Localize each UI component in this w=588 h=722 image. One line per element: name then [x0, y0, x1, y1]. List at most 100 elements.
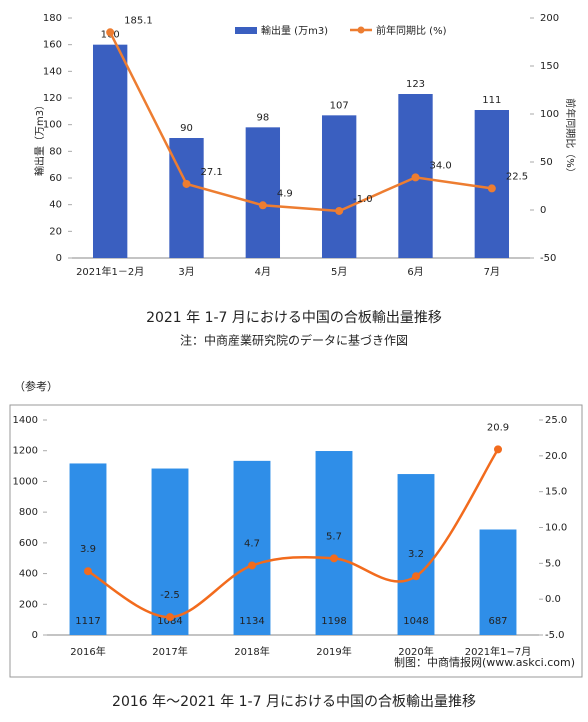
x-tick-label: 2016年 — [70, 645, 105, 658]
x-tick-label: 2018年 — [234, 645, 269, 658]
bar-label: 111 — [482, 95, 501, 106]
line-point — [411, 173, 420, 182]
y-tick-label: 100 — [43, 120, 62, 131]
point-label: 27.1 — [201, 167, 223, 178]
legend-swatch — [235, 27, 257, 34]
line-point — [494, 445, 502, 454]
y-tick-label: 20 — [49, 226, 62, 237]
bar — [245, 127, 281, 258]
point-label: 3.2 — [408, 549, 424, 560]
bar-label: 687 — [488, 616, 507, 627]
y2-tick-label: -5.0 — [545, 630, 565, 641]
caption: 2021 年 1-7 月における中国の合板輸出量推移 — [146, 310, 442, 326]
y2-tick-label: 200 — [540, 13, 559, 24]
y-tick-label: 120 — [43, 93, 62, 104]
bar — [315, 451, 353, 635]
bar — [479, 529, 517, 635]
point-label: 34.0 — [430, 160, 452, 171]
y-axis-label: 輸出量（万m3） — [33, 100, 46, 176]
x-tick-label: 4月 — [255, 266, 271, 278]
y-tick-label: 400 — [19, 569, 38, 580]
y-tick-label: 40 — [49, 200, 62, 211]
x-tick-label: 7月 — [484, 266, 500, 278]
point-label: -2.5 — [160, 590, 180, 601]
y-tick-label: 200 — [19, 599, 38, 610]
point-label: 20.9 — [487, 422, 509, 433]
point-label: 22.5 — [506, 171, 528, 182]
line — [109, 31, 493, 213]
legend-swatch — [357, 26, 365, 34]
y2-tick-label: -50 — [540, 253, 556, 264]
y-tick-label: 0 — [56, 253, 62, 264]
x-tick-label: 2021年1−7月 — [465, 645, 532, 658]
x-tick-label: 6月 — [407, 266, 423, 278]
line-point — [330, 554, 338, 563]
bar-label: 90 — [180, 123, 193, 134]
y2-tick-label: 0.0 — [545, 594, 561, 605]
y2-tick-label: 0 — [540, 205, 546, 216]
line-point — [166, 613, 174, 622]
legend-label: 輸出量 (万m3) — [261, 24, 328, 37]
bar-label: 1048 — [403, 616, 428, 627]
y2-tick-label: 15.0 — [545, 487, 567, 498]
line-point — [258, 201, 267, 210]
line-point — [487, 184, 496, 193]
line-point — [106, 28, 115, 37]
caption: 2016 年～2021 年 1-7 月における中国の合板輸出量推移 — [112, 694, 476, 710]
bar — [92, 44, 128, 258]
bar — [151, 468, 189, 635]
x-tick-label: 3月 — [178, 266, 194, 278]
bar — [474, 110, 510, 258]
bar-label: 1134 — [239, 616, 264, 627]
line-point — [412, 572, 420, 581]
note: 注：中商産業研究院のデータに基づき作図 — [180, 333, 408, 348]
y2-tick-label: 20.0 — [545, 451, 567, 462]
point-label: 5.7 — [326, 531, 342, 542]
bar-label: 98 — [256, 112, 269, 123]
line — [87, 448, 500, 619]
y-tick-label: 1000 — [13, 476, 38, 487]
y2-tick-label: 100 — [540, 109, 559, 120]
point-label: 4.9 — [277, 188, 293, 199]
point-label: 185.1 — [124, 15, 153, 26]
source: 制图：中商情报网(www.askci.com) — [394, 655, 575, 669]
bar-label: 1117 — [75, 616, 100, 627]
y2-tick-label: 150 — [540, 61, 559, 72]
x-tick-label: 5月 — [331, 266, 347, 278]
y-tick-label: 80 — [49, 146, 62, 157]
point-label: 4.7 — [244, 538, 260, 549]
y-tick-label: 1400 — [13, 415, 38, 426]
y-tick-label: 800 — [19, 507, 38, 518]
x-tick-label: 2019年 — [316, 645, 351, 658]
bar-label: 107 — [330, 100, 349, 111]
point-label: 3.9 — [80, 544, 96, 555]
bar — [321, 115, 357, 258]
x-tick-label: 2020年 — [398, 645, 433, 658]
line-point — [84, 567, 92, 576]
bar-label: 1198 — [321, 616, 346, 627]
line-point — [182, 179, 191, 188]
reference-label: （参考） — [14, 379, 58, 393]
legend-label: 前年同期比 (%) — [376, 24, 447, 37]
y2-tick-label: 10.0 — [545, 523, 567, 534]
bar-label: 1084 — [157, 616, 182, 627]
y-tick-label: 160 — [43, 40, 62, 51]
point-label: -1.0 — [353, 194, 373, 205]
y-tick-label: 140 — [43, 66, 62, 77]
bar-label: 123 — [406, 79, 425, 90]
y2-tick-label: 5.0 — [545, 558, 561, 569]
y-tick-label: 180 — [43, 13, 62, 24]
y-tick-label: 0 — [32, 630, 38, 641]
bar — [233, 460, 271, 635]
y-tick-label: 60 — [49, 173, 62, 184]
y2-tick-label: 50 — [540, 157, 553, 168]
x-tick-label: 2021年1－2月 — [76, 265, 144, 278]
bar — [397, 474, 435, 635]
y-tick-label: 1200 — [13, 446, 38, 457]
x-tick-label: 2017年 — [152, 645, 187, 658]
line-point — [248, 561, 256, 570]
y2-axis-label: 前年同期比（%） — [564, 98, 577, 178]
bar — [69, 463, 107, 635]
